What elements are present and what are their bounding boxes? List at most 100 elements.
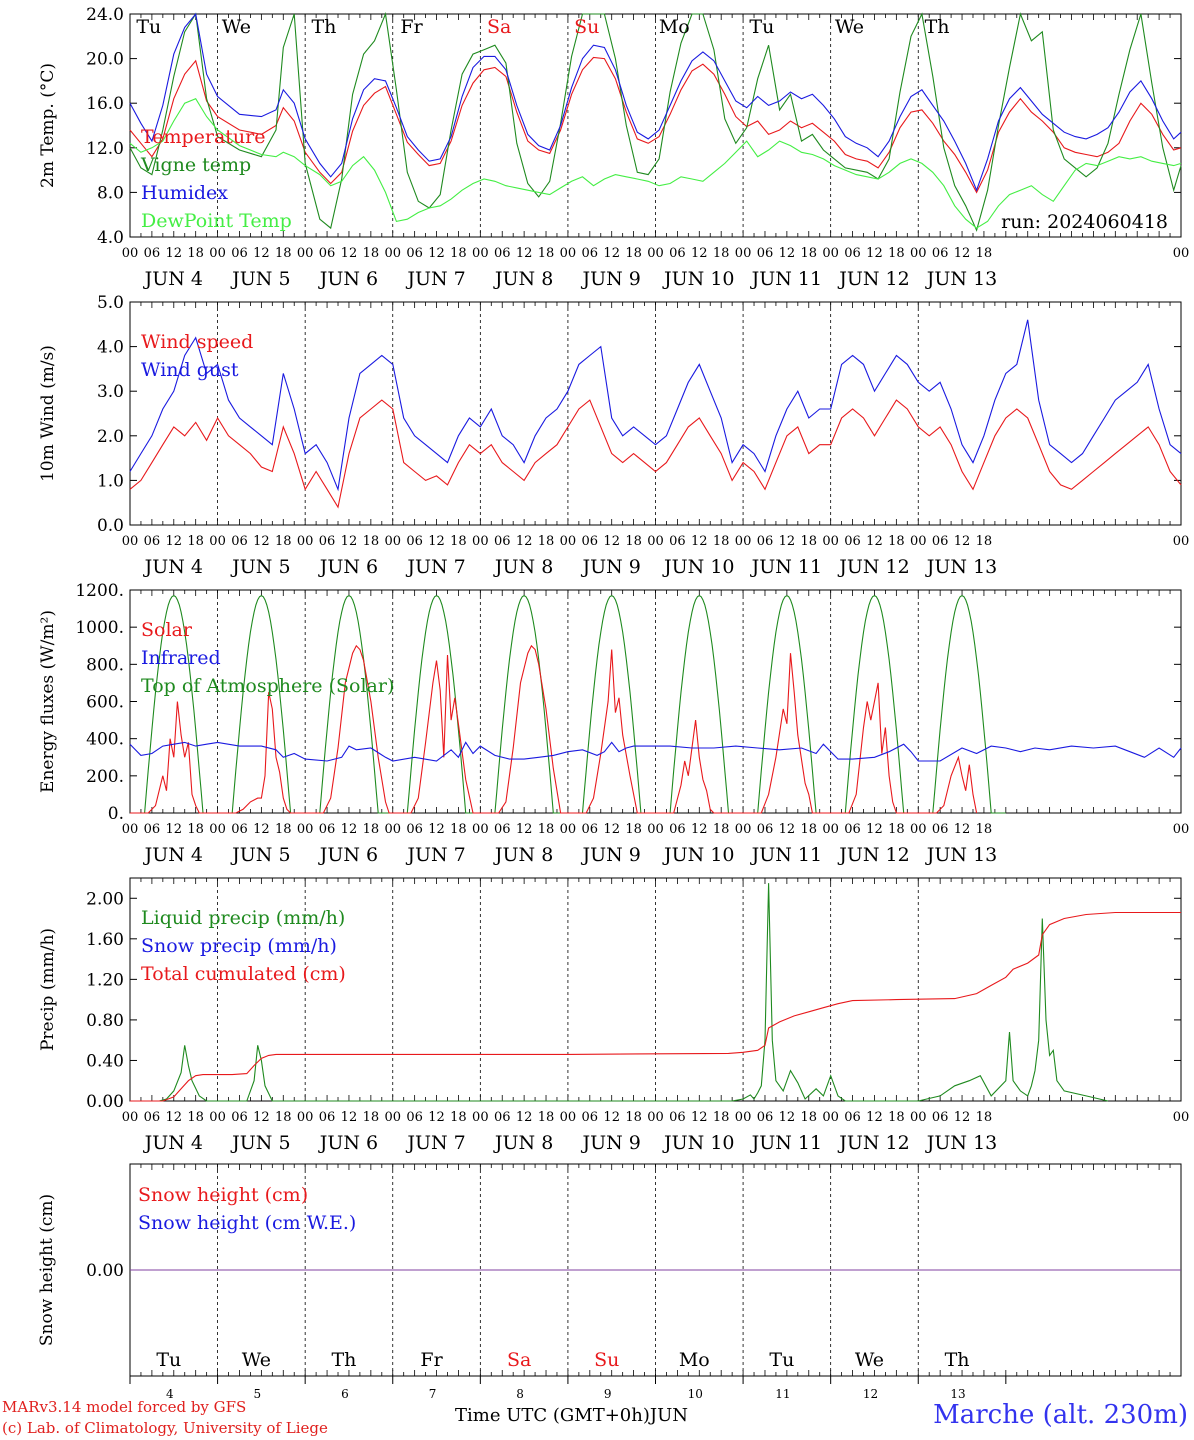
date-label: JUN 4 bbox=[143, 1132, 203, 1154]
day-number-label: 11 bbox=[775, 1387, 790, 1401]
hour-label: 12 bbox=[166, 1110, 183, 1125]
date-label: JUN 13 bbox=[925, 1132, 997, 1154]
hour-label: 00 bbox=[822, 1110, 839, 1125]
station-name: Marche (alt. 230m) bbox=[933, 1400, 1188, 1430]
hour-label: 12 bbox=[691, 534, 708, 549]
hour-label: 18 bbox=[800, 822, 817, 837]
hour-label: 00 bbox=[560, 822, 577, 837]
hour-label: 12 bbox=[779, 534, 796, 549]
day-number-label: 9 bbox=[604, 1387, 612, 1401]
y-axis-label: Energy fluxes (W/m²) bbox=[38, 610, 58, 793]
date-label: JUN 9 bbox=[581, 268, 641, 290]
panel-1: 4.0 8.0 12.0 16.0 20.0 24.0 2m Temp. (°C) 00 06 1… bbox=[38, 5, 1189, 290]
date-label: JUN 7 bbox=[405, 268, 465, 290]
hour-label: 18 bbox=[800, 534, 817, 549]
series-line-wind-speed bbox=[129, 399, 1182, 509]
series-line-dewpoint-temp bbox=[129, 98, 1182, 229]
hour-label: 12 bbox=[866, 246, 883, 261]
hour-label: 00 bbox=[209, 1110, 226, 1125]
y-tick-label: 4.0 bbox=[97, 228, 124, 248]
y-tick-label: 5.0 bbox=[97, 293, 124, 313]
date-label: JUN 7 bbox=[405, 556, 465, 578]
weekday-label: Th bbox=[925, 16, 950, 38]
hour-label: 06 bbox=[144, 822, 161, 837]
hour-label: 06 bbox=[844, 1110, 861, 1125]
hour-label: 18 bbox=[538, 534, 555, 549]
hour-label: 18 bbox=[538, 822, 555, 837]
series-line-liquid-precip-mm-h- bbox=[130, 883, 1109, 1102]
weekday-label: Su bbox=[574, 16, 599, 38]
hour-label: 18 bbox=[450, 246, 467, 261]
hour-label: 18 bbox=[187, 246, 204, 261]
hour-label: 00 bbox=[384, 534, 401, 549]
y-tick-label: 800. bbox=[86, 655, 124, 675]
hour-label: 12 bbox=[166, 246, 183, 261]
hour-label: 06 bbox=[669, 246, 686, 261]
y-tick-label: 8.0 bbox=[97, 183, 124, 203]
y-tick-label: 16.0 bbox=[86, 94, 124, 114]
hour-label: 18 bbox=[363, 246, 380, 261]
y-tick-label: 0.40 bbox=[86, 1051, 124, 1071]
hour-label: 12 bbox=[166, 822, 183, 837]
date-label: JUN 10 bbox=[662, 844, 734, 866]
y-tick-label: 12.0 bbox=[86, 139, 124, 159]
hour-label: 06 bbox=[932, 534, 949, 549]
date-label: JUN 11 bbox=[750, 268, 822, 290]
date-label: JUN 9 bbox=[581, 1132, 641, 1154]
hour-label: 06 bbox=[406, 822, 423, 837]
hour-label: 00 bbox=[472, 822, 489, 837]
series-line-infrared bbox=[129, 741, 1182, 762]
day-number-label: 10 bbox=[688, 1387, 703, 1401]
hour-label: 06 bbox=[669, 822, 686, 837]
hour-label: 18 bbox=[713, 1110, 730, 1125]
date-label: JUN 6 bbox=[318, 556, 378, 578]
hour-label: 12 bbox=[866, 534, 883, 549]
hour-label: 06 bbox=[844, 246, 861, 261]
hour-label: 18 bbox=[275, 1110, 292, 1125]
hour-label: 06 bbox=[669, 1110, 686, 1125]
hour-label: 18 bbox=[888, 1110, 905, 1125]
hour-label: 06 bbox=[582, 822, 599, 837]
hour-label: 18 bbox=[888, 246, 905, 261]
y-tick-label: 0.00 bbox=[86, 1261, 124, 1281]
date-label: JUN 10 bbox=[662, 1132, 734, 1154]
hour-label: 18 bbox=[713, 534, 730, 549]
hour-label: 06 bbox=[582, 246, 599, 261]
hour-label: 00 bbox=[384, 246, 401, 261]
hour-label: 06 bbox=[144, 246, 161, 261]
hour-label: 06 bbox=[494, 534, 511, 549]
x-axis-month: JUN bbox=[649, 1405, 689, 1426]
hour-label: 12 bbox=[866, 822, 883, 837]
hour-label: 18 bbox=[450, 534, 467, 549]
weekday-label: Tu bbox=[769, 1349, 794, 1371]
hour-label: 06 bbox=[844, 534, 861, 549]
hour-label: 00 bbox=[472, 246, 489, 261]
hour-label: 00 bbox=[209, 246, 226, 261]
hour-label: 00 bbox=[910, 246, 927, 261]
hour-label: 00 bbox=[297, 534, 314, 549]
hour-label: 06 bbox=[494, 822, 511, 837]
hour-label: 06 bbox=[932, 822, 949, 837]
hour-label: 12 bbox=[603, 822, 620, 837]
legend-entry: DewPoint Temp bbox=[141, 210, 292, 232]
hour-label: 12 bbox=[779, 1110, 796, 1125]
hour-label: 00 bbox=[560, 246, 577, 261]
hour-label: 18 bbox=[888, 822, 905, 837]
hour-label: 12 bbox=[603, 534, 620, 549]
y-tick-label: 0.80 bbox=[86, 1011, 124, 1031]
hour-label: 00 bbox=[735, 534, 752, 549]
date-label: JUN 8 bbox=[493, 268, 553, 290]
hour-label: 06 bbox=[757, 1110, 774, 1125]
hour-label: 00 bbox=[822, 822, 839, 837]
hour-label: 12 bbox=[428, 246, 445, 261]
hour-label: 12 bbox=[428, 534, 445, 549]
hour-label: 00 bbox=[822, 534, 839, 549]
hour-label: 06 bbox=[406, 246, 423, 261]
hour-label: 06 bbox=[494, 246, 511, 261]
hour-label: 00 bbox=[122, 822, 139, 837]
date-label: JUN 6 bbox=[318, 844, 378, 866]
y-tick-label: 2.00 bbox=[86, 889, 124, 909]
weekday-label: Fr bbox=[420, 1349, 443, 1371]
hour-label: 12 bbox=[516, 1110, 533, 1125]
y-tick-label: 1000. bbox=[75, 618, 124, 638]
